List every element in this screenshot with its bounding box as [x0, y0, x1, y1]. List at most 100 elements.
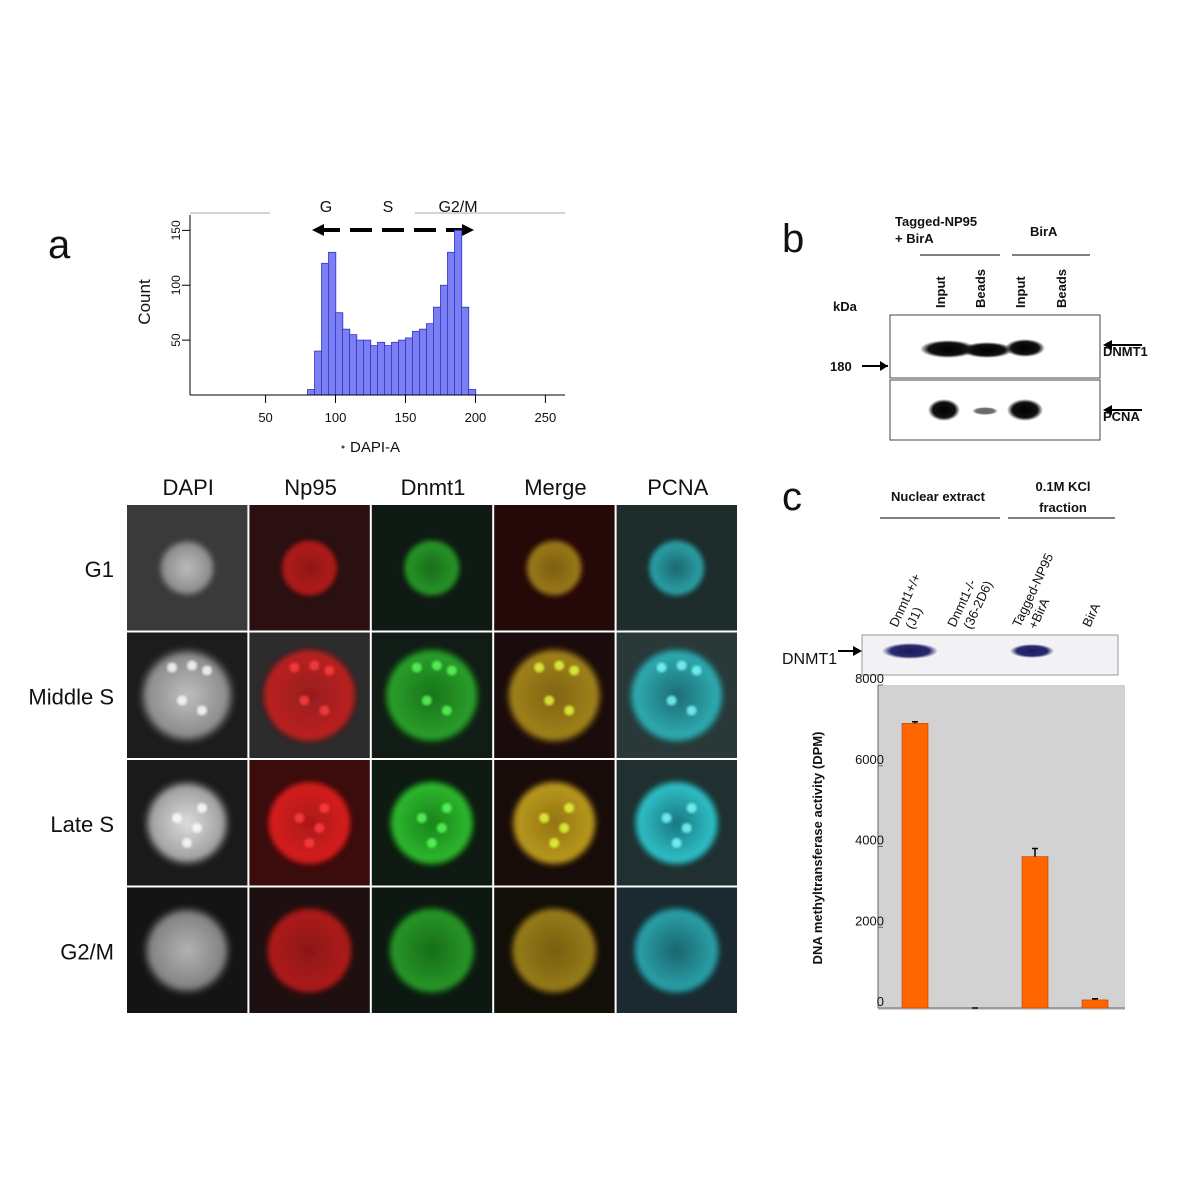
- row-label: G1: [85, 557, 114, 582]
- nuclear-focus: [192, 823, 202, 833]
- panel-label: a: [48, 223, 71, 267]
- marker-label: 180: [830, 359, 852, 374]
- column-header: Merge: [524, 475, 586, 500]
- nuclear-focus: [289, 662, 300, 673]
- nuclear-focus: [656, 662, 667, 673]
- y-tick-label: 8000: [855, 671, 884, 686]
- nucleus: [646, 538, 707, 598]
- nuclear-focus: [686, 803, 697, 813]
- bar: [901, 723, 929, 1009]
- histogram-bar: [419, 328, 428, 396]
- nuclear-focus: [426, 838, 437, 848]
- nuclear-focus: [172, 813, 182, 823]
- row-label: Late S: [50, 812, 114, 837]
- column-header: PCNA: [647, 475, 708, 500]
- row-label: G2/M: [60, 939, 114, 964]
- y-axis-label: DNA methyltransferase activity (DPM): [810, 732, 825, 965]
- nuclear-focus: [202, 665, 212, 676]
- nuclear-focus: [441, 803, 452, 813]
- nuclear-focus: [319, 705, 330, 716]
- nuclear-focus: [559, 823, 570, 833]
- histogram-bar: [377, 341, 386, 396]
- y-tick-label: 4000: [855, 833, 884, 848]
- nucleus: [259, 645, 360, 746]
- y-tick-label: 6000: [855, 752, 884, 767]
- nuclear-focus: [686, 705, 697, 716]
- y-tick-label: 0: [877, 994, 884, 1009]
- nucleus: [263, 904, 356, 997]
- nuclear-focus: [421, 695, 432, 706]
- nuclear-focus: [534, 662, 545, 673]
- histogram-bar: [412, 330, 421, 396]
- nuclear-focus: [539, 813, 550, 823]
- nucleus: [264, 778, 355, 868]
- histogram-bar: [321, 262, 330, 396]
- group-label: 0.1M KCl: [1036, 479, 1091, 494]
- x-tick-label: 150: [395, 410, 417, 425]
- nuclear-focus: [564, 803, 575, 813]
- blot-band: [1005, 339, 1045, 357]
- histogram-bar: [433, 306, 442, 396]
- arrow-head: [462, 224, 474, 236]
- band-label: DNMT1: [1103, 344, 1148, 359]
- nucleus: [141, 904, 233, 997]
- nuclear-focus: [411, 662, 422, 673]
- histogram-bar: [461, 306, 470, 396]
- y-axis-label: Count: [135, 279, 154, 325]
- blot-band: [1010, 644, 1054, 658]
- nuclear-focus: [197, 705, 207, 716]
- histogram-bar: [356, 339, 365, 396]
- histogram-bar: [426, 323, 435, 396]
- nucleus: [524, 538, 585, 598]
- lane-label: BirA: [1079, 600, 1103, 629]
- nucleus: [386, 778, 477, 868]
- nuclear-focus: [299, 695, 310, 706]
- nucleus: [137, 645, 237, 746]
- histogram-bar: [307, 389, 316, 396]
- histogram-bar: [335, 312, 344, 396]
- nuclear-focus: [187, 660, 197, 671]
- arrow-head: [853, 646, 862, 656]
- group-label: BirA: [1030, 224, 1058, 239]
- unit-label: kDa: [833, 299, 858, 314]
- nucleus: [508, 904, 601, 997]
- nuclear-focus: [564, 705, 575, 716]
- blot-band: [928, 399, 960, 421]
- group-label: Nuclear extract: [891, 489, 986, 504]
- blot-band: [1007, 399, 1043, 421]
- x-axis-label: DAPI-A: [350, 439, 400, 456]
- arrow-head: [1103, 340, 1112, 350]
- x-tick-label: 100: [325, 410, 347, 425]
- x-tick-label: 200: [465, 410, 487, 425]
- nucleus: [279, 538, 340, 598]
- histogram-bar: [398, 339, 407, 396]
- nuclear-focus: [549, 838, 560, 848]
- x-tick-label: 250: [535, 410, 557, 425]
- nuclear-focus: [661, 813, 672, 823]
- nuclear-focus: [446, 665, 457, 676]
- blot-band: [961, 342, 1013, 358]
- row-label: Middle S: [28, 684, 114, 709]
- bar: [1081, 999, 1109, 1009]
- marker-dot: [341, 445, 345, 449]
- nuclear-focus: [436, 823, 447, 833]
- nucleus: [504, 645, 605, 746]
- band-label: DNMT1: [782, 651, 837, 668]
- group-label: fraction: [1039, 500, 1087, 515]
- y-tick-label: 150: [169, 220, 183, 240]
- histogram-bar: [314, 350, 323, 396]
- nucleus: [630, 904, 723, 997]
- histogram-bar: [349, 334, 358, 396]
- phase-annotation: S: [383, 199, 394, 216]
- arrow-head: [1103, 405, 1112, 415]
- histogram-bar: [342, 328, 351, 396]
- histogram-bar: [405, 337, 414, 396]
- nuclear-focus: [676, 660, 687, 671]
- x-tick-label: 50: [258, 410, 272, 425]
- histogram-bar: [384, 345, 393, 396]
- nuclear-focus: [197, 803, 207, 813]
- group-label: Tagged-NP95: [895, 214, 977, 229]
- bar: [1021, 856, 1049, 1009]
